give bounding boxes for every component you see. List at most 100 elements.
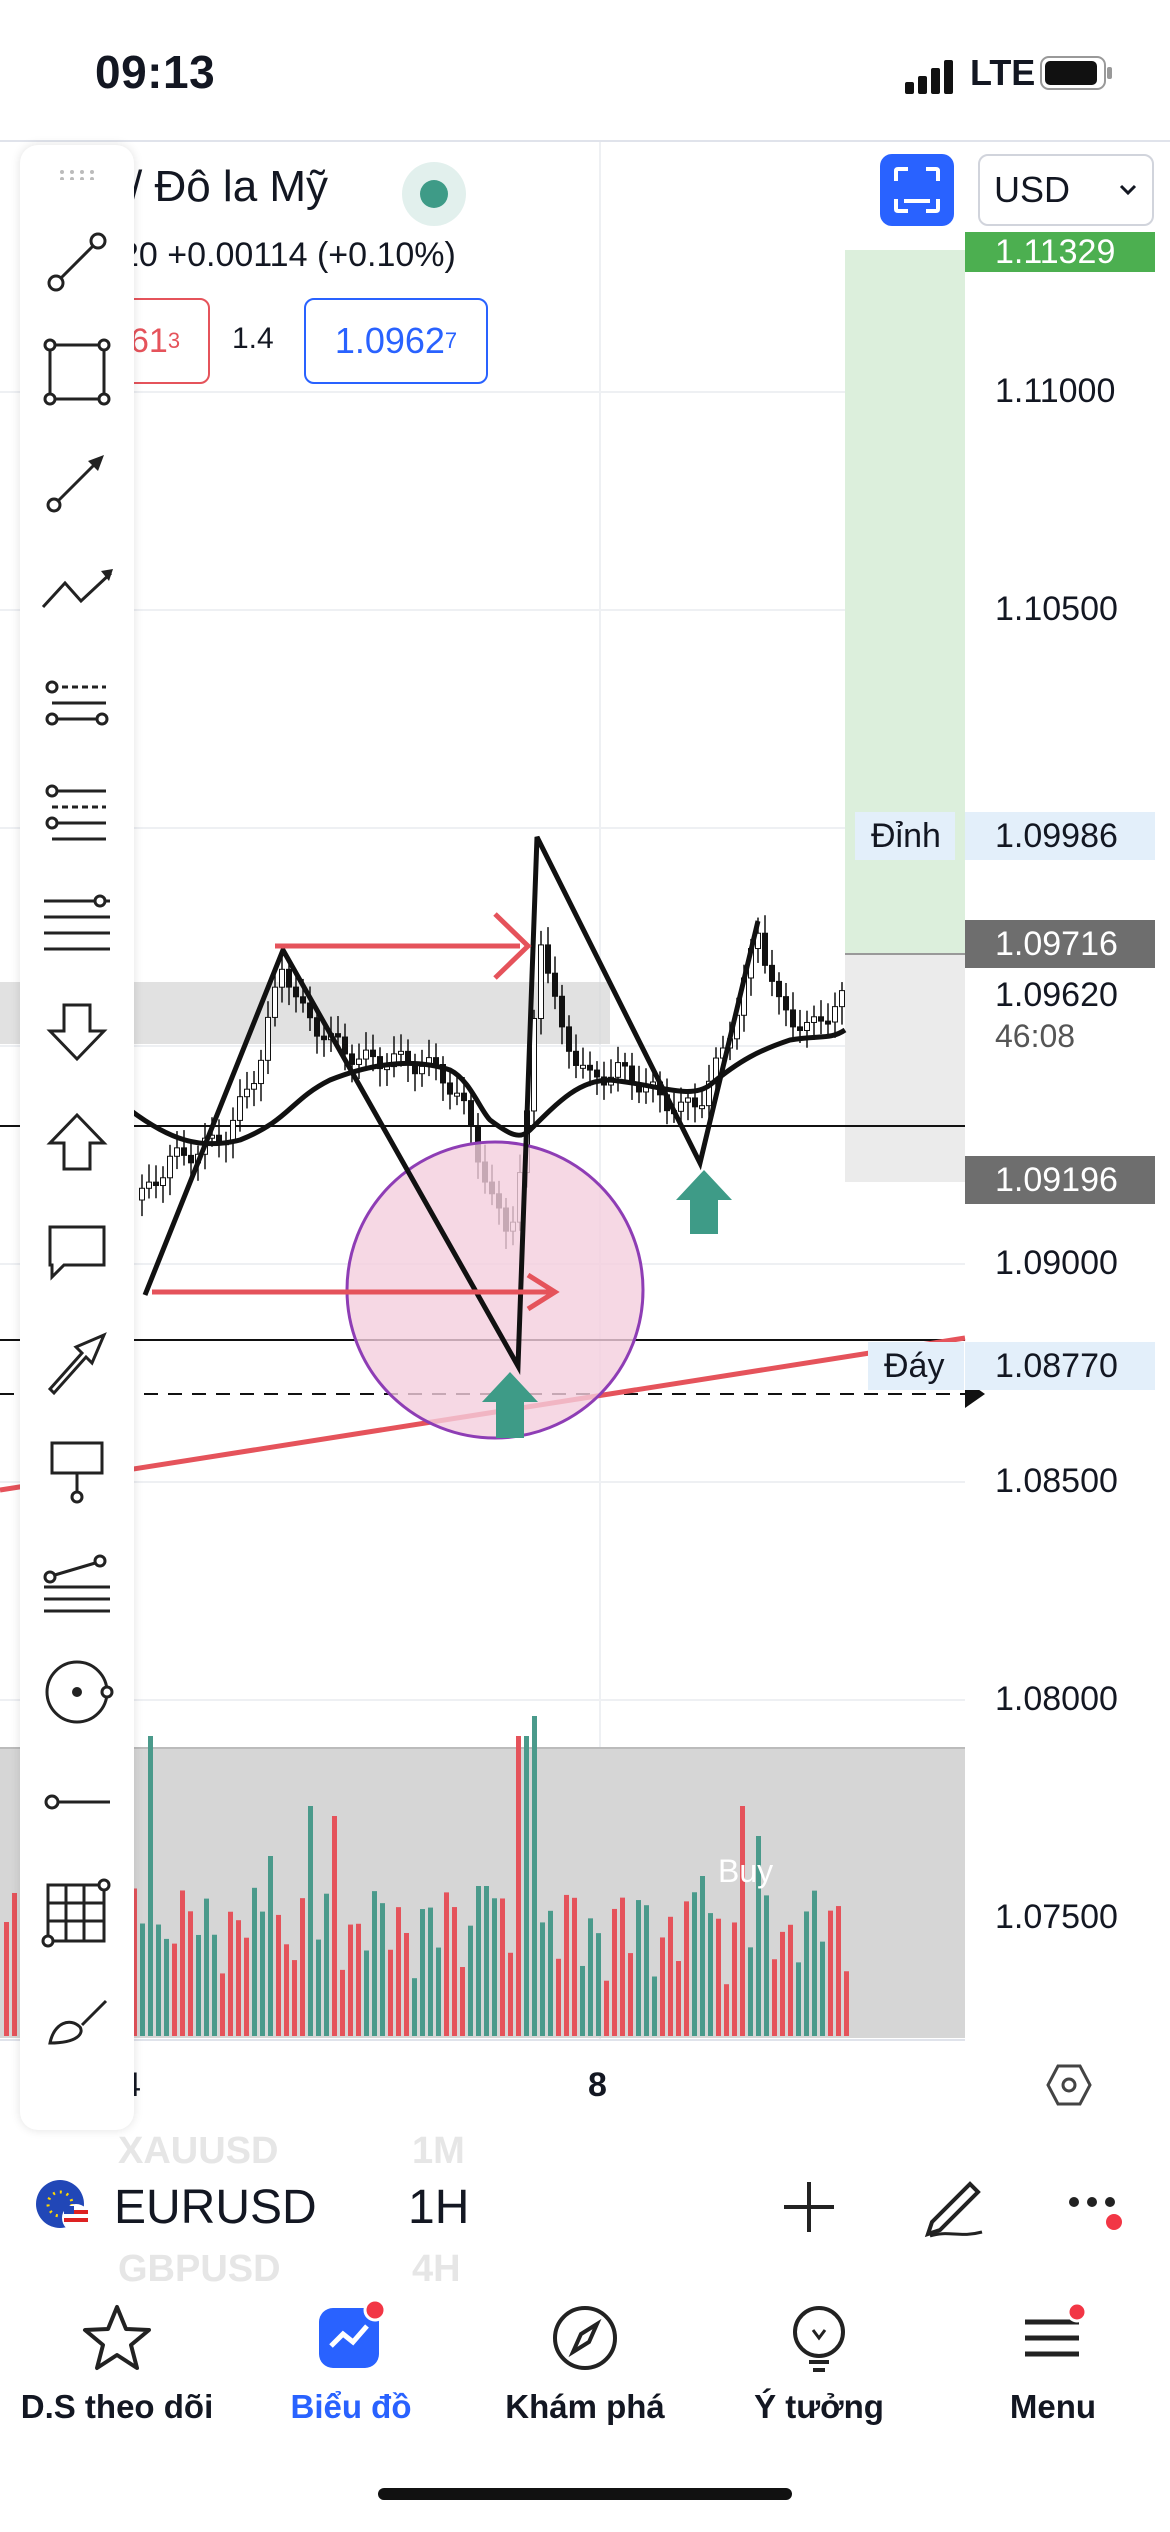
candle-body [545,944,551,974]
signpost-tool[interactable] [30,1427,124,1517]
buy-arrow-icon [676,1170,732,1234]
flag-icon [36,2180,90,2232]
candle-body [349,1053,355,1065]
candle-body [314,1017,320,1037]
brush-icon [48,1999,108,2045]
volume-bar [236,1920,241,2036]
volume-bar [340,1969,345,2036]
volume-bar [468,1925,473,2036]
candle-body [790,1009,796,1028]
path-tool[interactable] [30,547,124,637]
volume-bar [484,1886,489,2036]
circle-icon [45,1660,114,1724]
ghost-interval: 1M [412,2130,465,2172]
fib-extension-icon [45,784,106,841]
brush-tool[interactable] [30,1977,124,2067]
fullscreen-button[interactable] [880,154,954,226]
nav-explore[interactable]: Khám phá [468,2282,702,2462]
volume-bar [572,1897,577,2036]
volume-bar [756,1836,761,2036]
volume-bar [220,1973,225,2036]
buy-button[interactable]: 1.0962 7 [304,298,488,384]
candle-body [300,996,306,1004]
candle-body [153,1181,159,1187]
volume-bar [228,1911,233,2036]
volume-bar [500,1898,505,2036]
menu-icon [1025,2302,1088,2357]
arrow-up-tool[interactable] [30,1097,124,1187]
target-price-tag: 1.11329 [965,232,1155,272]
symbol-name[interactable]: EURUSD [114,2181,317,2234]
candle-body [335,1033,341,1038]
volume-bar [164,1938,169,2036]
peak-price-tag: 1.09986 [965,812,1155,860]
volume-bar [708,1913,713,2036]
signpost-icon [50,1441,104,1504]
candle-body [279,968,285,988]
candle-body [706,1080,712,1107]
candle-body [538,944,544,1019]
volume-bar [636,1900,641,2036]
volume-bar [132,1888,137,2036]
callout-tool[interactable] [30,1207,124,1297]
fib-retracement-tool[interactable] [30,657,124,747]
nav-chart[interactable]: Biểu đồ [234,2282,468,2462]
trend-line-icon [47,232,107,292]
fib-icon [45,680,109,726]
volume-bar [716,1918,721,2036]
candle-body [566,1026,572,1052]
plus-icon[interactable] [780,2178,838,2236]
rectangle-tool[interactable] [30,327,124,417]
nav-ideas[interactable]: Ý tưởng [702,2282,936,2462]
grid-tool[interactable] [30,1867,124,1957]
path-icon [41,569,113,609]
arrow-marker-tool[interactable] [30,1317,124,1407]
circle-tool[interactable] [30,1647,124,1737]
more-icon[interactable] [1066,2186,1126,2236]
bottom-label: Đáy [868,1342,964,1390]
peak-label: Đỉnh [855,812,955,860]
candle-body [440,1064,446,1084]
horizontal-lines-tool[interactable] [30,877,124,967]
volume-bar [172,1943,177,2036]
volume-bar [604,1980,609,2036]
risk-zone [845,954,965,1182]
parallel-lines-icon [44,894,110,951]
pencil-icon[interactable] [920,2170,990,2240]
price-chart[interactable]: Buy [0,142,1170,2127]
ray-tool[interactable] [30,1757,124,1847]
buy-arrow-icon [482,1372,538,1438]
settings-icon[interactable] [1046,2062,1092,2108]
candle-body [139,1187,145,1201]
volume-bar [556,1958,561,2036]
volume-bar [596,1933,601,2036]
fib-extension-tool[interactable] [30,767,124,857]
volume-bar [620,1897,625,2036]
trend-line-tool[interactable] [30,217,124,307]
toolbar-handle[interactable] [30,145,124,205]
arrow-down-tool[interactable] [30,987,124,1077]
candle-body [272,986,278,1018]
volume-bar [796,1962,801,2036]
moving-average [128,1027,847,1147]
spread-value: 1.4 [232,322,274,355]
nav-watchlist[interactable]: D.S theo dõi [0,2282,234,2462]
interval-selector[interactable]: 1H [408,2181,470,2234]
volume-bar [428,1907,433,2036]
volume-bar [12,1892,17,2036]
bottom-nav: D.S theo dõi Biểu đồ Khám phá Ý tưởng Me… [0,2282,1170,2532]
divider [0,140,1170,142]
currency-select[interactable]: USD [978,154,1154,226]
regression-tool[interactable] [30,1537,124,1627]
candle-body [265,1016,271,1061]
volume-bar [700,1876,705,2036]
arrow-down-icon [46,1003,108,1062]
nav-menu[interactable]: Menu [936,2282,1170,2462]
arrow-tool[interactable] [30,437,124,527]
candle-body [230,1119,236,1143]
symbol-title[interactable]: / Đô la Mỹ [130,162,329,211]
candle-body [832,1006,838,1023]
volume-bar [388,1949,393,2036]
volume-label: Buy [718,1853,773,1889]
candle-body [160,1177,166,1187]
